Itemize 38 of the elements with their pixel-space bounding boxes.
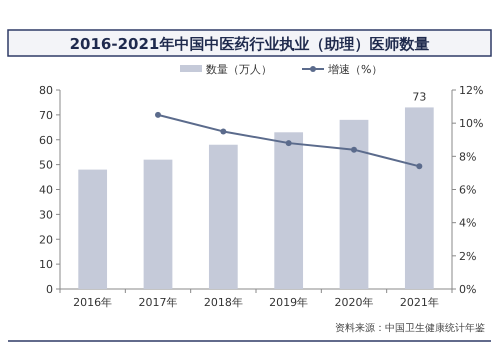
y2-tick-label: 10% <box>459 117 484 130</box>
bar <box>208 144 238 289</box>
text: 资料来源：中国卫生健康统计年鉴 <box>335 322 485 334</box>
x-tick-label: 2018年 <box>204 296 243 309</box>
legend-label: 增速（%） <box>327 63 382 76</box>
y-tick-label: 60 <box>39 134 53 147</box>
y-tick-label: 0 <box>46 283 53 296</box>
y-tick-label: 30 <box>39 208 53 222</box>
chart-title: 2016-2021年中国中医药行业执业（助理）医师数量 <box>70 35 430 53</box>
point <box>286 140 292 146</box>
point <box>155 112 161 118</box>
y2-tick-label: 0% <box>459 283 476 296</box>
data-label: 73 <box>412 90 426 104</box>
x-tick-label: 2021年 <box>400 296 439 309</box>
x-tick-label: 2016年 <box>73 296 112 309</box>
y-tick-label: 20 <box>39 233 53 246</box>
legend-label: 数量（万人） <box>206 63 272 76</box>
y-tick-label: 10 <box>39 258 53 272</box>
y-tick-label: 70 <box>39 108 53 122</box>
bar <box>78 170 108 289</box>
y-tick-label: 80 <box>39 84 53 97</box>
bar <box>274 132 304 289</box>
y2-tick-label: 12% <box>459 84 484 97</box>
point <box>351 146 357 153</box>
y-tick-label: 50 <box>39 158 53 172</box>
y2-tick-label: 8% <box>459 150 476 164</box>
y2-tick-label: 6% <box>459 184 476 196</box>
bar <box>404 107 434 289</box>
x-tick-label: 2020年 <box>334 296 374 309</box>
point <box>220 128 226 134</box>
y2-tick-label: 2% <box>459 250 476 263</box>
bar <box>144 160 172 289</box>
x-tick-label: 2019年 <box>269 296 308 309</box>
bar <box>340 120 368 289</box>
y-tick-label: 40 <box>39 184 53 196</box>
x-tick-label: 2017年 <box>138 296 178 309</box>
point <box>416 163 422 170</box>
y2-tick-label: 4% <box>459 216 476 230</box>
